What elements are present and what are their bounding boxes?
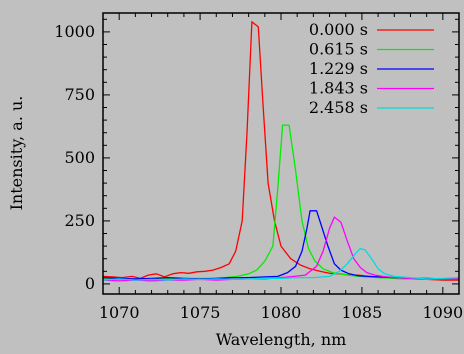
y-axis-title: Intensity, a. u. [7, 96, 26, 211]
y-tick-label: 750 [64, 85, 95, 104]
x-tick-label: 1085 [342, 303, 383, 322]
series-line-3 [102, 216, 460, 282]
x-tick-label: 1070 [99, 303, 140, 322]
legend-label: 0.000 s [309, 20, 368, 39]
y-tick-label: 500 [64, 148, 95, 167]
x-axis: 1070 1075 1080 1085 1090 [99, 13, 463, 322]
y-tick-label: 1000 [54, 22, 95, 41]
series-lines [102, 21, 460, 282]
series-line-1 [102, 124, 459, 281]
y-tick-label: 250 [64, 211, 95, 230]
y-tick-label: 0 [85, 274, 95, 293]
legend: 0.000 s0.615 s1.229 s1.843 s2.458 s [309, 20, 434, 117]
x-axis-title: Wavelength, nm [216, 330, 347, 349]
series-line-4 [102, 247, 460, 281]
legend-label: 0.615 s [309, 40, 368, 59]
legend-label: 1.843 s [309, 79, 368, 98]
x-tick-label: 1080 [261, 303, 302, 322]
x-tick-label: 1090 [422, 303, 463, 322]
y-axis: 0 250 500 750 1000 [54, 18, 459, 293]
legend-label: 2.458 s [309, 98, 368, 117]
legend-label: 1.229 s [309, 59, 368, 78]
x-tick-label: 1075 [180, 303, 221, 322]
